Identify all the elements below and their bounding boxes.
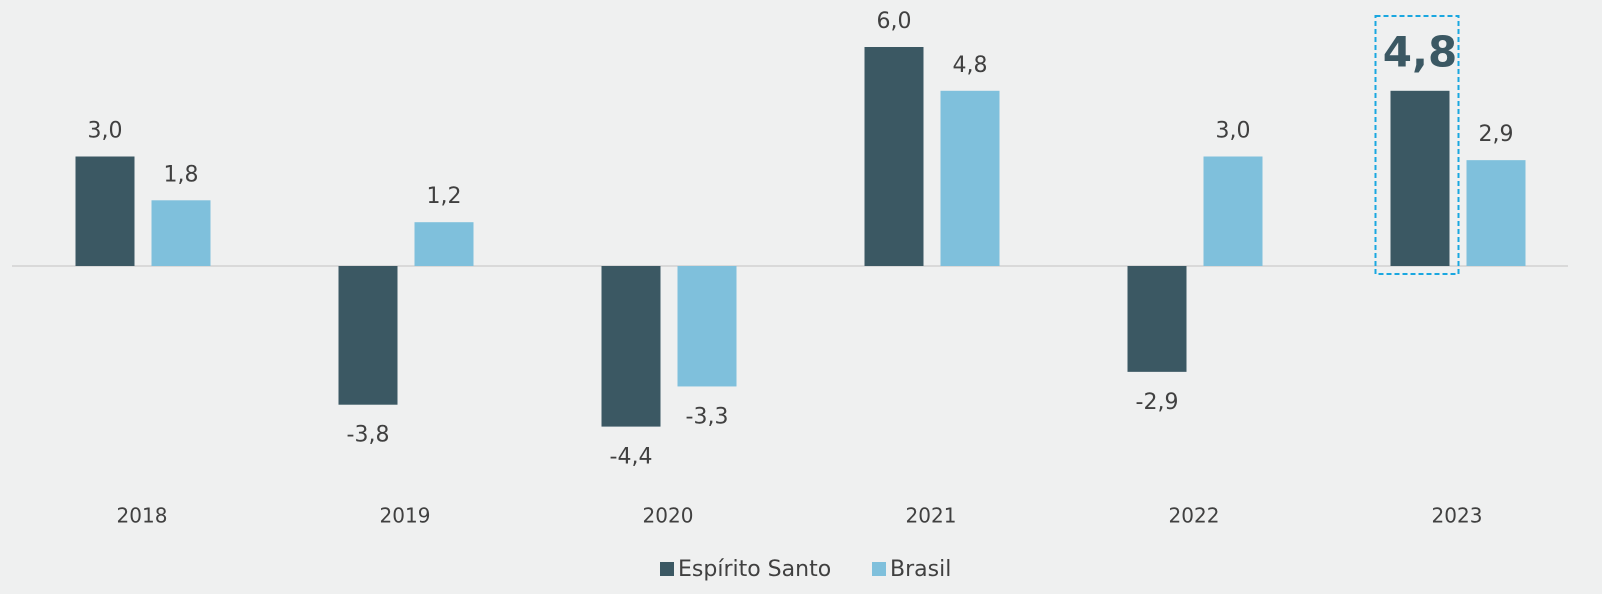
value-label: 1,2 <box>427 184 462 209</box>
bar <box>75 156 135 266</box>
x-tick-label: 2022 <box>1169 504 1220 528</box>
highlight-value-label: 4,8 <box>1383 27 1457 76</box>
bar <box>677 266 737 387</box>
legend-label: Espírito Santo <box>678 557 831 582</box>
value-label: 6,0 <box>877 9 912 34</box>
x-tick-label: 2018 <box>117 504 168 528</box>
x-tick-label: 2021 <box>906 504 957 528</box>
value-label: -3,3 <box>686 404 729 429</box>
bar <box>1390 90 1450 266</box>
bar <box>1203 156 1263 266</box>
bar <box>338 266 398 405</box>
legend-marker <box>660 562 674 576</box>
bar <box>1127 266 1187 372</box>
value-label: -2,9 <box>1136 390 1179 415</box>
bar <box>1466 160 1526 266</box>
value-label: 2,9 <box>1479 122 1514 147</box>
x-tick-label: 2023 <box>1432 504 1483 528</box>
bar <box>864 47 924 266</box>
value-label: 4,8 <box>953 53 988 78</box>
bar <box>601 266 661 427</box>
bar <box>940 90 1000 266</box>
x-tick-label: 2020 <box>643 504 694 528</box>
bar <box>414 222 474 266</box>
legend-label: Brasil <box>890 557 951 582</box>
value-label: 3,0 <box>1216 119 1251 144</box>
legend-marker <box>872 562 886 576</box>
value-label: -3,8 <box>347 423 390 448</box>
bar <box>151 200 211 266</box>
value-label: 1,8 <box>164 162 199 187</box>
value-label: -4,4 <box>610 445 653 470</box>
x-tick-label: 2019 <box>380 504 431 528</box>
value-label: 3,0 <box>88 119 123 144</box>
highlight-box <box>1374 15 1460 275</box>
